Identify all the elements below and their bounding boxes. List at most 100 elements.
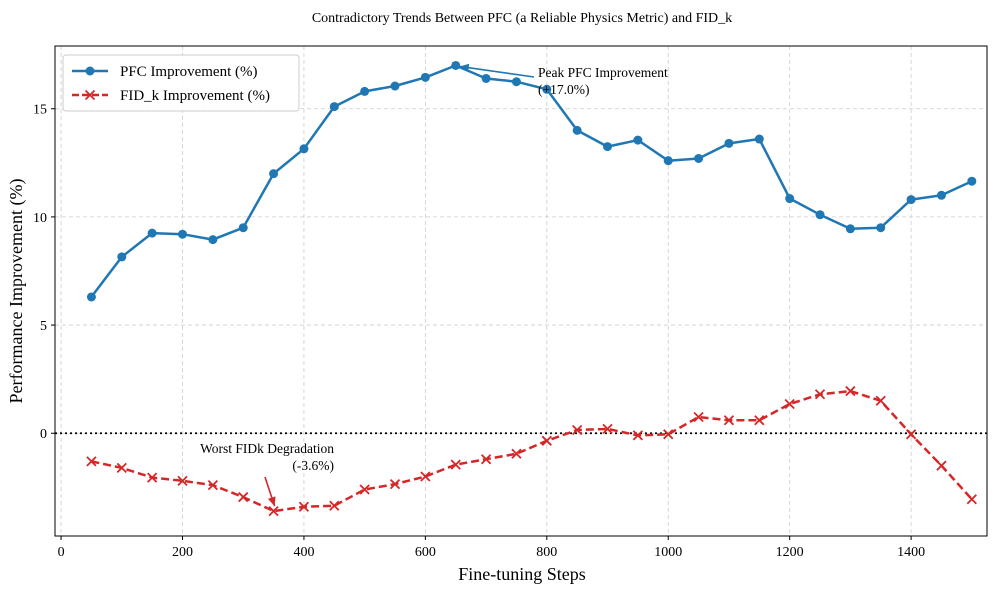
data-point [390,81,400,91]
y-tick-label: 15 [33,103,47,118]
data-point [480,454,492,465]
data-point [269,169,279,179]
series-line [91,389,973,513]
data-point [845,224,855,234]
data-point [238,491,249,503]
data-point [450,459,461,470]
series-layer [86,60,977,517]
legend-fid-marker [84,89,96,101]
worst-annotation: Worst FIDk Degradation (-3.6%) [200,441,334,473]
peak-annotation-line2: (+17.0%) [538,82,589,97]
x-tick-label: 1000 [654,545,682,560]
annotations: Peak PFC Improvement (+17.0%) Worst FIDk… [200,63,668,507]
data-point [86,456,97,467]
data-point [542,84,552,94]
y-tick-label: 10 [33,211,47,226]
series-line [90,64,973,298]
x-tick-label: 1400 [897,545,925,560]
data-point [86,292,96,302]
data-point [754,134,764,144]
peak-annotation: Peak PFC Improvement (+17.0%) [538,65,668,97]
data-point [936,460,947,471]
data-point [420,72,430,82]
series-fid [86,385,977,517]
data-point [967,176,977,186]
data-point [207,480,218,491]
data-point [360,86,370,96]
data-point [329,102,339,112]
data-point [724,138,734,148]
data-point [389,478,401,490]
data-point [785,194,795,204]
data-point [359,484,370,495]
data-point [268,505,279,517]
x-tick-label: 0 [58,545,65,560]
data-point [541,435,552,446]
legend-fid-label: FID_k Improvement (%) [120,88,270,104]
x-tick-label: 200 [172,545,193,560]
data-point [875,395,886,406]
data-point [905,429,917,440]
plot-frame [54,45,988,537]
worst-annotation-line1: Worst FIDk Degradation [200,441,334,456]
legend-pfc-label: PFC Improvement (%) [120,64,257,80]
data-point [420,471,431,482]
data-point [663,429,674,440]
data-point [936,190,946,200]
data-point [603,142,613,152]
y-tick-label: 0 [40,427,47,442]
arrow-shaft [459,65,535,78]
chart-title: Contradictory Trends Between PFC (a Reli… [312,11,732,26]
arrow-head [267,496,276,507]
worst-arrow [264,476,276,507]
y-axis-label: Performance Improvement (%) [6,179,27,404]
legend-box [62,54,300,112]
data-point [572,424,583,436]
axis-ticks: 0 200 400 600 800 1000 1200 1400 0 5 10 15 [33,103,925,560]
peak-arrow [459,63,535,78]
data-point [572,125,582,135]
data-point [147,472,158,483]
x-tick-label: 1200 [776,545,804,560]
legend: PFC Improvement (%) FID_k Improvement (%… [62,54,300,112]
data-point [177,475,188,486]
data-point [814,389,826,400]
data-point [632,430,644,441]
data-point [299,144,309,154]
data-point [178,229,188,239]
data-point [815,210,825,220]
arrow-head [459,63,470,72]
data-point [723,415,735,426]
y-tick-label: 5 [40,319,47,334]
axes [54,45,988,537]
data-point [602,423,613,435]
peak-annotation-line1: Peak PFC Improvement [538,65,668,80]
data-point [906,195,916,205]
data-point [876,223,886,233]
data-point [663,156,673,166]
data-point [238,223,248,233]
x-axis-label: Fine-tuning Steps [458,564,586,584]
data-point [754,415,765,426]
x-tick-label: 800 [536,545,557,560]
data-point [116,462,127,473]
x-tick-label: 400 [293,545,314,560]
data-point [633,135,643,145]
data-point [784,398,795,410]
data-point [481,73,491,83]
data-point [511,448,522,459]
data-point [694,153,704,163]
data-point [845,385,856,397]
data-point [117,252,127,262]
data-point [147,228,157,238]
data-point [451,60,461,70]
data-point [966,494,977,505]
data-point [329,500,340,511]
data-point [298,501,310,512]
worst-annotation-line2: (-3.6%) [292,458,334,473]
data-point [208,235,218,245]
data-point [693,411,704,423]
series-pfc [86,60,977,302]
legend-pfc-marker [85,66,95,76]
